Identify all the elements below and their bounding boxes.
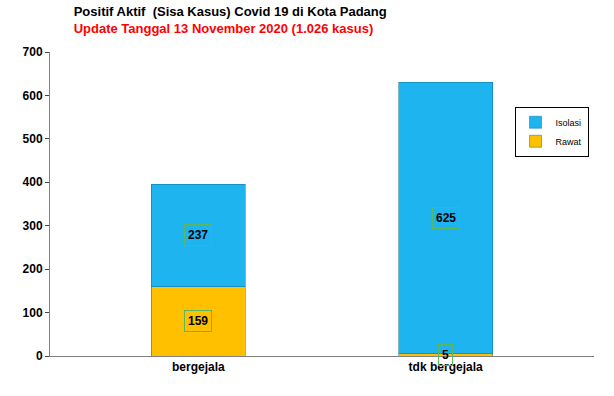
svg-text:5: 5 — [442, 348, 449, 362]
svg-text:625: 625 — [436, 211, 456, 225]
svg-text:Positif Aktif (Sisa Kasus) Co: Positif Aktif (Sisa Kasus) Covid 19 di K… — [74, 4, 387, 36]
svg-text:Rawat: Rawat — [556, 137, 582, 147]
svg-text:200: 200 — [23, 262, 43, 276]
svg-text:Isolasi: Isolasi — [556, 118, 582, 128]
svg-text:0: 0 — [36, 349, 43, 363]
svg-text:500: 500 — [23, 132, 43, 146]
svg-text:600: 600 — [23, 89, 43, 103]
svg-text:bergejala: bergejala — [172, 360, 225, 374]
svg-text:400: 400 — [23, 175, 43, 189]
svg-text:100: 100 — [23, 306, 43, 320]
svg-text:237: 237 — [188, 228, 208, 242]
svg-text:700: 700 — [23, 45, 43, 59]
svg-text:159: 159 — [188, 314, 208, 328]
svg-text:300: 300 — [23, 219, 43, 233]
svg-text:tdk bergejala: tdk bergejala — [409, 360, 483, 374]
